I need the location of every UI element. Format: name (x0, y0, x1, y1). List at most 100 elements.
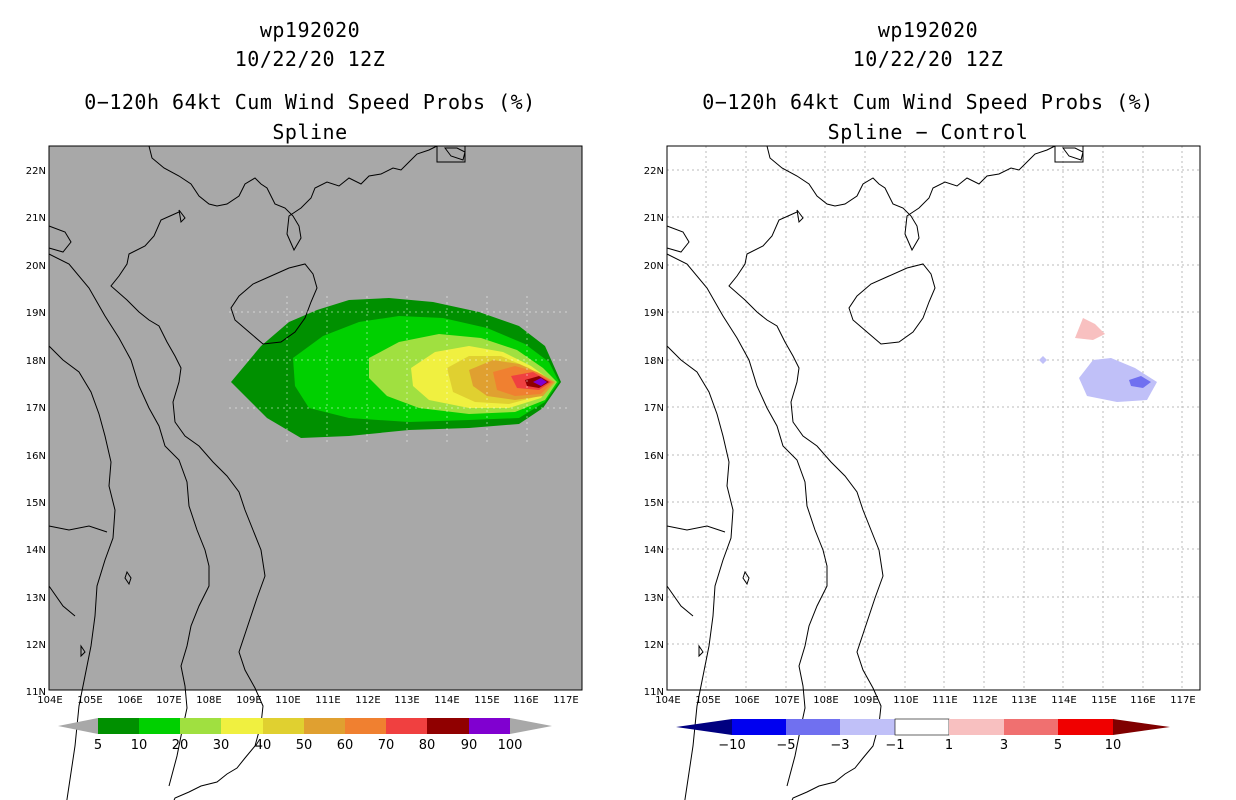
colorbar-label: 80 (419, 738, 436, 753)
lon-label: 104E (655, 695, 680, 706)
left-lon-axis: 104E 105E 106E 107E 108E 109E 110E 111E … (37, 695, 578, 706)
diff-positive-1-3 (1075, 318, 1105, 340)
right-map-panel (666, 145, 1201, 800)
lon-label: 108E (813, 695, 838, 706)
right-difference-contours (1039, 318, 1157, 402)
colorbar-label: 20 (172, 738, 189, 753)
right-storm-id: wp192020 (877, 18, 979, 42)
colorbar-low-arrow (676, 719, 732, 735)
lat-label: 17N (26, 403, 46, 414)
colorbar-label: 100 (498, 738, 523, 753)
colorbar-box (263, 718, 304, 734)
colorbar-label: 50 (296, 738, 313, 753)
colorbar-label: −5 (776, 738, 795, 753)
lon-label: 106E (734, 695, 759, 706)
lat-label: 15N (644, 498, 664, 509)
lon-label: 107E (774, 695, 799, 706)
colorbar-label: 10 (1105, 738, 1122, 753)
colorbar-label: 10 (131, 738, 148, 753)
colorbar-low-arrow (58, 718, 98, 734)
lat-label: 14N (644, 545, 664, 556)
lat-label: 14N (26, 545, 46, 556)
lat-label: 22N (644, 166, 664, 177)
left-colorbar: 5 10 20 30 40 50 60 70 80 90 100 (58, 718, 552, 753)
lat-label: 21N (26, 213, 46, 224)
colorbar-box (894, 718, 950, 736)
colorbar-box (221, 718, 263, 734)
lat-label: 16N (644, 451, 664, 462)
colorbar-box (469, 718, 510, 734)
lon-label: 113E (1011, 695, 1036, 706)
left-storm-id: wp192020 (259, 18, 361, 42)
lon-label: 112E (972, 695, 997, 706)
lon-label: 111E (315, 695, 340, 706)
colorbar-box (304, 718, 345, 734)
right-product-title: 0−120h 64kt Cum Wind Speed Probs (%) (702, 90, 1154, 114)
left-product-title: 0−120h 64kt Cum Wind Speed Probs (%) (84, 90, 536, 114)
lat-label: 18N (644, 356, 664, 367)
colorbar-box (345, 718, 386, 734)
right-subtitle: Spline − Control (827, 120, 1029, 144)
lon-label: 106E (117, 695, 142, 706)
lon-label: 110E (275, 695, 300, 706)
lat-label: 21N (644, 213, 664, 224)
colorbar-box (949, 719, 1004, 735)
left-map-panel (48, 145, 583, 800)
right-colorbar: −10 −5 −3 −1 1 3 5 10 (676, 718, 1170, 753)
lat-label: 19N (26, 308, 46, 319)
lat-label: 12N (26, 640, 46, 651)
colorbar-label: 5 (94, 738, 102, 753)
left-probability-contours (231, 298, 561, 438)
colorbar-label: 3 (1000, 738, 1008, 753)
lon-label: 116E (513, 695, 538, 706)
lon-label: 112E (355, 695, 380, 706)
lat-label: 13N (644, 593, 664, 604)
left-lat-axis: 22N 21N 20N 19N 18N 17N 16N 15N 14N 13N … (26, 166, 46, 698)
colorbar-box (180, 718, 221, 734)
lon-label: 108E (196, 695, 221, 706)
right-datetime: 10/22/20 12Z (852, 47, 1004, 71)
colorbar-label: −1 (885, 738, 904, 753)
colorbar-box (427, 718, 469, 734)
lon-label: 104E (37, 695, 62, 706)
left-datetime: 10/22/20 12Z (234, 47, 386, 71)
diff-negative-3-5 (1129, 376, 1151, 388)
lon-label: 111E (932, 695, 957, 706)
colorbar-label: 5 (1054, 738, 1062, 753)
lat-label: 16N (26, 451, 46, 462)
diff-negative-1-3 (1079, 358, 1157, 402)
left-subtitle: Spline (272, 120, 348, 144)
right-lat-axis: 22N 21N 20N 19N 18N 17N 16N 15N 14N 13N … (644, 166, 664, 698)
left-grid (229, 296, 569, 446)
right-map-background (667, 146, 1200, 690)
diff-negative-small (1039, 356, 1047, 364)
lon-label: 110E (893, 695, 918, 706)
lon-label: 107E (156, 695, 181, 706)
lat-label: 15N (26, 498, 46, 509)
lon-label: 116E (1130, 695, 1155, 706)
lon-label: 115E (1091, 695, 1116, 706)
lat-label: 12N (644, 640, 664, 651)
lat-label: 11N (26, 687, 46, 698)
lon-label: 114E (1051, 695, 1076, 706)
colorbar-label: 1 (945, 738, 953, 753)
lon-label: 105E (77, 695, 102, 706)
lon-label: 105E (695, 695, 720, 706)
colorbar-box (98, 718, 139, 734)
lat-label: 20N (26, 261, 46, 272)
lon-label: 114E (434, 695, 459, 706)
right-lon-axis: 104E 105E 106E 107E 108E 109E 110E 111E … (655, 695, 1195, 706)
lon-label: 115E (474, 695, 499, 706)
colorbar-label: 30 (213, 738, 230, 753)
colorbar-label: 60 (337, 738, 354, 753)
colorbar-box (786, 719, 840, 735)
colorbar-label: −3 (830, 738, 849, 753)
lon-label: 109E (236, 695, 261, 706)
lat-label: 13N (26, 593, 46, 604)
colorbar-high-arrow (510, 718, 552, 734)
colorbar-box (1004, 719, 1058, 735)
colorbar-label: 40 (255, 738, 272, 753)
colorbar-box (139, 718, 180, 734)
lat-label: 19N (644, 308, 664, 319)
